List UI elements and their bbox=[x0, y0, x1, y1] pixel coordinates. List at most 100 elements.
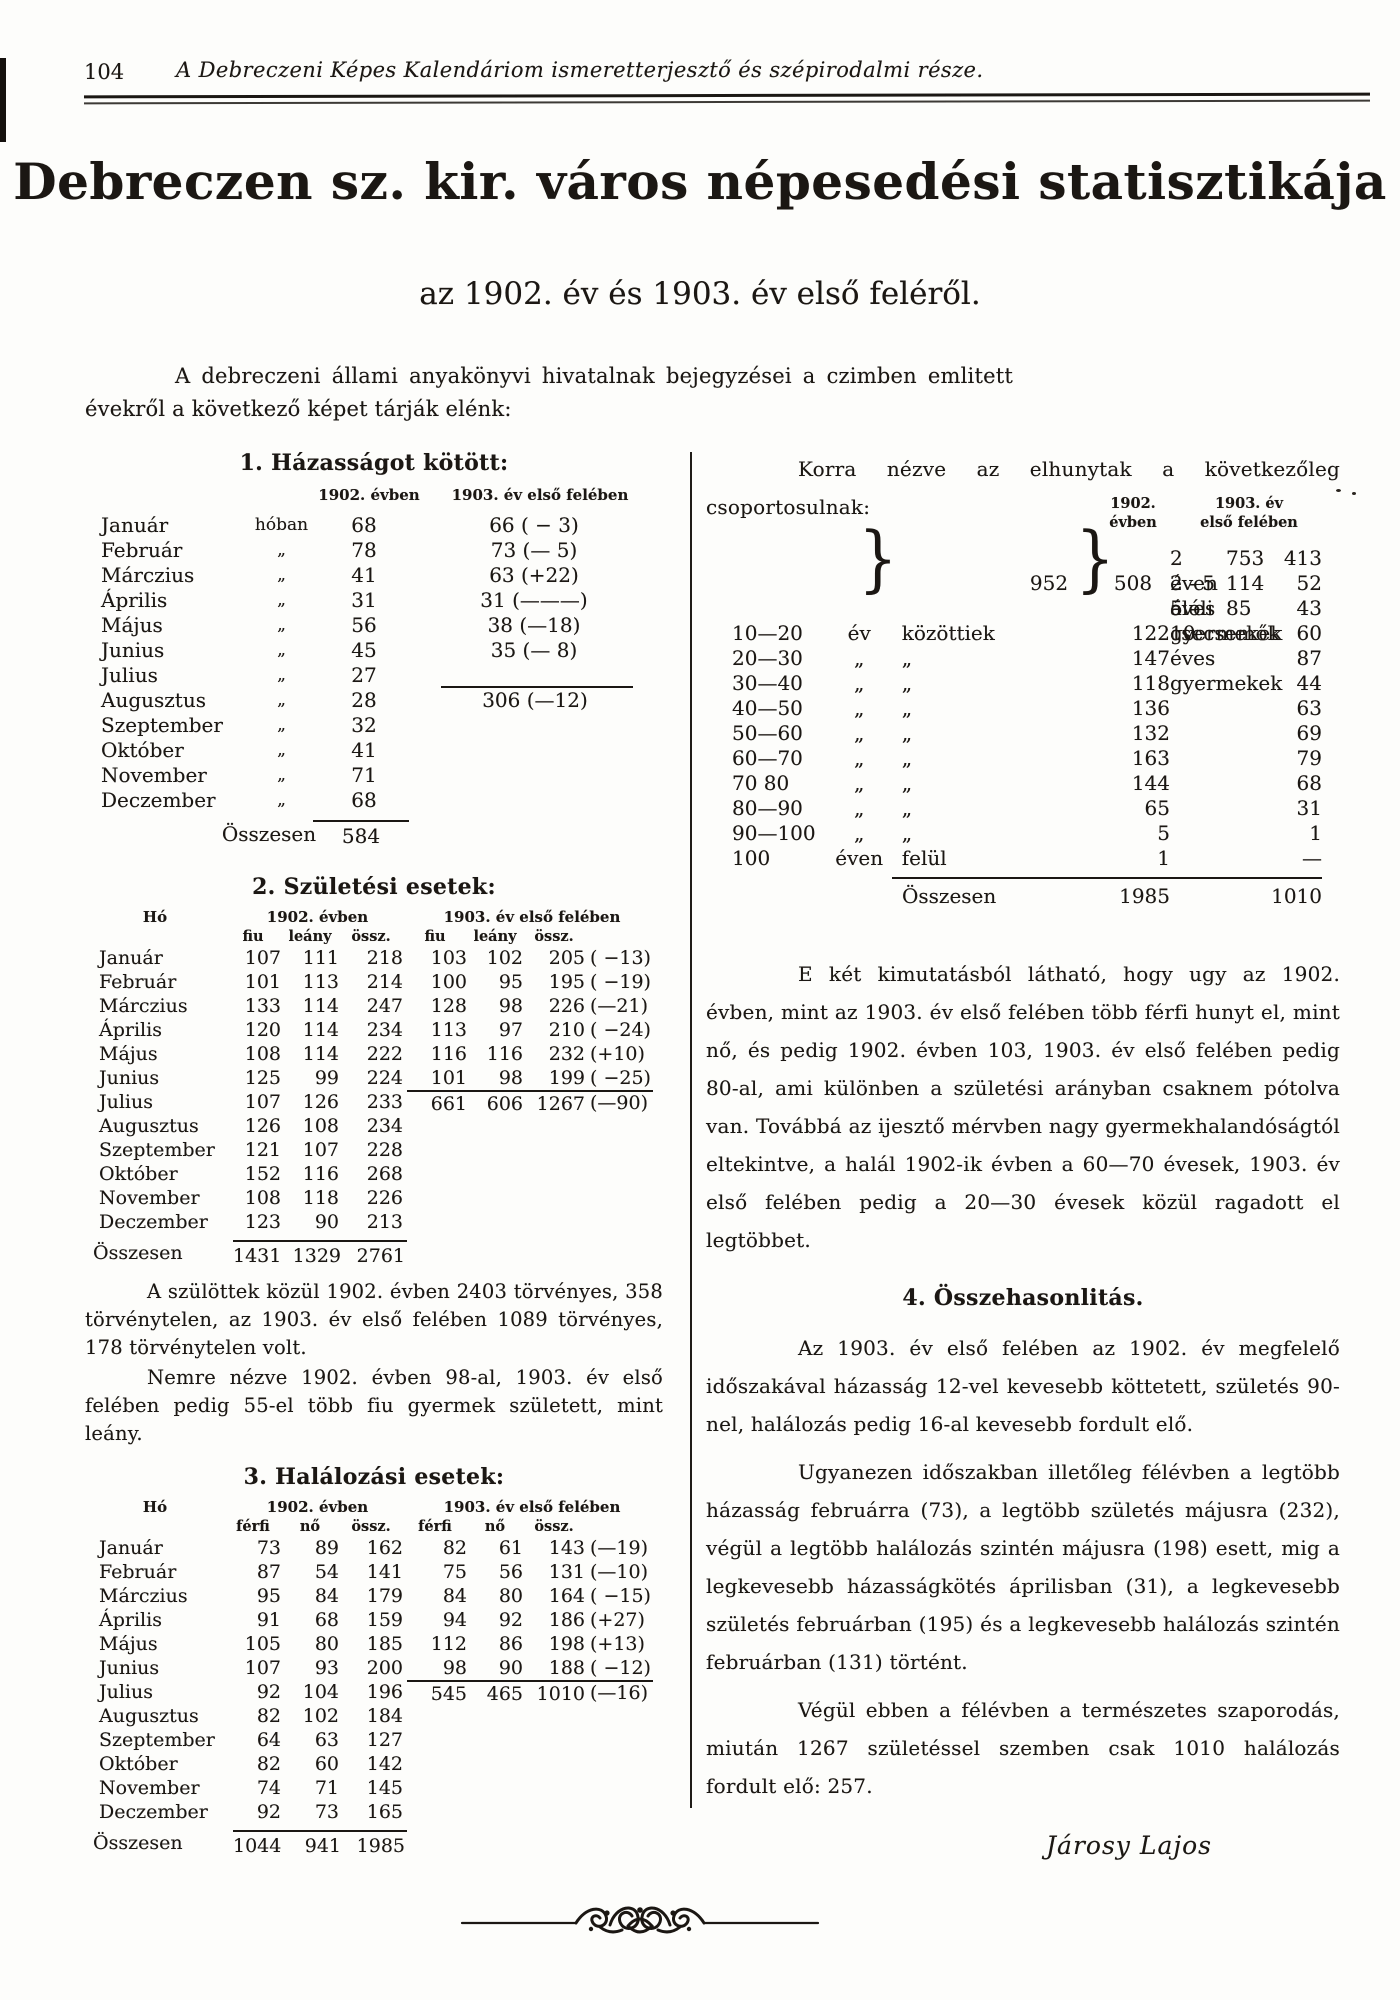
right-column: Korra nézve az elhunytak a következőleg … bbox=[706, 450, 1340, 1860]
ditto-mark: „ bbox=[277, 664, 286, 685]
total-1902: 1985 bbox=[1119, 884, 1170, 908]
total-label: Összesen bbox=[93, 1832, 183, 1854]
marriage-rows: Január hóban 68 66 ( − 3) Február „ 78 7… bbox=[89, 512, 649, 812]
month-label: Október bbox=[99, 1753, 178, 1775]
table-row: Szeptember 64 63 127 bbox=[85, 1728, 657, 1752]
births-note-2: Nemre nézve 1902. évben 98-al, 1903. év … bbox=[85, 1366, 663, 1445]
col-header-month: Hó bbox=[142, 908, 168, 926]
births-rows: Január 107 111 218 103 102 205 ( −13) Fe… bbox=[85, 946, 657, 1234]
value-1902: 71 bbox=[351, 762, 377, 787]
table-row: November „ 71 bbox=[89, 762, 649, 787]
ditto-mark: „ bbox=[277, 739, 286, 760]
month-label: Julius bbox=[99, 1091, 153, 1113]
ditto-mark: „ bbox=[277, 764, 286, 785]
month-label: Deczember bbox=[99, 1211, 208, 1233]
deaths-heading: 3. Halálozási esetek: bbox=[243, 1464, 505, 1490]
value-1902: 163 bbox=[1131, 746, 1170, 770]
intro-paragraph: A debreczeni állami anyakönyvi hivatalna… bbox=[85, 364, 1013, 421]
table-row: Május 105 80 185 112 86 198 (+13) bbox=[85, 1632, 657, 1656]
month-label: Február bbox=[99, 1561, 177, 1583]
value-1902: 132 bbox=[1131, 721, 1170, 745]
total-rule bbox=[892, 877, 1322, 879]
col-header-1902: 1902. évben bbox=[1109, 495, 1157, 531]
comparison-paragraph-3: Végül ebben a félévben a természetes sza… bbox=[706, 1698, 1340, 1798]
table-row: Február 101 113 214 100 95 195 ( −19) bbox=[85, 970, 657, 994]
ditto-mark: „ bbox=[277, 614, 286, 635]
table-row: Julius „ 27 bbox=[89, 662, 649, 687]
ages-grouped-rows: 2 éven alóli csecsemők 753 } 952 413 } 5… bbox=[732, 516, 1340, 695]
table-row: November 74 71 145 bbox=[85, 1776, 657, 1800]
value-1903: 63 bbox=[1296, 696, 1322, 720]
value-1903: 35 (— 8) bbox=[490, 637, 578, 662]
value-1902: 118 bbox=[1131, 671, 1170, 695]
value-1902: 68 bbox=[351, 787, 377, 812]
table-row: Szeptember „ 32 bbox=[89, 712, 649, 737]
table-row: Junius „ 45 35 (— 8) bbox=[89, 637, 649, 662]
ditto-mark: „ bbox=[277, 689, 286, 710]
marriage-total-row: Összesen 584 bbox=[89, 816, 649, 850]
ditto-mark: hóban bbox=[254, 514, 309, 535]
col-header-1902: 1902. évben bbox=[266, 1498, 369, 1516]
age-range-label: 40—50 „ „ bbox=[732, 696, 913, 720]
scan-artifact-dot bbox=[1352, 492, 1356, 495]
page-number: 104 bbox=[84, 60, 125, 84]
age-group-label: 5 - 10 éves gyermekek bbox=[1170, 596, 1283, 695]
table-row: Augusztus „ 28 bbox=[89, 687, 649, 712]
age-range-label: 20—30 „ „ bbox=[732, 646, 913, 670]
table-row: Márczius 133 114 247 128 98 226 (—21) bbox=[85, 994, 657, 1018]
half-year-total: 545 465 1010 (—16) bbox=[430, 1682, 649, 1705]
table-row: Április 120 114 234 113 97 210 ( −24) bbox=[85, 1018, 657, 1042]
running-title: A Debreczeni Képes Kalendáriom ismerette… bbox=[176, 58, 984, 82]
ages-table-header: 1902. évben 1903. év első felében bbox=[706, 494, 1340, 538]
floral-flourish-icon bbox=[460, 1906, 820, 1934]
value-1903: 60 bbox=[1296, 621, 1322, 645]
ditto-mark: „ bbox=[277, 564, 286, 585]
col-header-1903: 1903. év első felében bbox=[443, 1498, 621, 1516]
table-row: Október 82 60 142 bbox=[85, 1752, 657, 1776]
table-row: Október „ 41 bbox=[89, 737, 649, 762]
value-1902: 32 bbox=[351, 712, 377, 737]
table-row: Szeptember 121 107 228 bbox=[85, 1138, 657, 1162]
value-1902: 45 bbox=[351, 637, 377, 662]
value-1903: 79 bbox=[1296, 746, 1322, 770]
brace-1903: } bbox=[1075, 516, 1115, 600]
group-total-1902: 952 bbox=[1029, 571, 1069, 595]
table-row: Január 107 111 218 103 102 205 ( −13) bbox=[85, 946, 657, 970]
ages-rows: 10—20 év közöttiek 122 60 20—30 „ „ bbox=[732, 621, 1340, 871]
value-1902: 41 bbox=[351, 562, 377, 587]
value-1902: 144 bbox=[1131, 771, 1170, 795]
value-1903: — bbox=[1302, 846, 1322, 870]
age-range-label: 30—40 „ „ bbox=[732, 671, 913, 695]
month-label: Márczius bbox=[101, 562, 195, 587]
page-subtitle: az 1902. év és 1903. év első feléről. bbox=[419, 276, 981, 312]
table-row: Deczember 92 73 165 bbox=[85, 1800, 657, 1824]
group-total-1903: 508 bbox=[1113, 571, 1153, 595]
value-1902: 65 bbox=[1144, 796, 1170, 820]
value-1903: 73 (— 5) bbox=[490, 537, 578, 562]
month-label: Julius bbox=[99, 1681, 153, 1703]
ditto-mark: „ bbox=[277, 589, 286, 610]
page-title: Debreczen sz. kir. város népesedési stat… bbox=[13, 152, 1387, 211]
ditto-mark: „ bbox=[277, 539, 286, 560]
analysis-paragraph: E két kimutatásból látható, hogy ugy az … bbox=[706, 962, 1340, 1252]
month-label: Augusztus bbox=[99, 1115, 199, 1137]
col-header-1903: 1903. év első felében bbox=[443, 908, 621, 926]
ages-intro: Korra nézve az elhunytak a következőleg … bbox=[706, 457, 1340, 519]
month-label: Május bbox=[99, 1633, 158, 1655]
table-row: Február 87 54 141 75 56 131 (—10) bbox=[85, 1560, 657, 1584]
value-1902: 28 bbox=[351, 687, 377, 712]
age-range-label: 50—60 „ „ bbox=[732, 721, 913, 745]
scan-artifact-bar bbox=[0, 58, 6, 142]
half-year-rule bbox=[441, 686, 633, 688]
value-1903: 44 bbox=[1296, 671, 1322, 695]
deaths-table: Hó 1902. évben 1903. év első felében fér… bbox=[85, 1498, 657, 1858]
age-range-label: 100 éven felül bbox=[732, 846, 947, 870]
value-1903: 66 ( − 3) bbox=[489, 512, 579, 537]
month-label: November bbox=[99, 1777, 200, 1799]
table-row: Február „ 78 73 (— 5) bbox=[89, 537, 649, 562]
table-row: Május „ 56 38 (—18) bbox=[89, 612, 649, 637]
col-header-1902: 1902. évben bbox=[318, 486, 420, 504]
total-label: Összesen bbox=[902, 884, 997, 908]
col-header-1902: 1902. évben bbox=[266, 908, 369, 926]
births-note-1: A szülöttek közül 1902. évben 2403 törvé… bbox=[85, 1280, 663, 1359]
